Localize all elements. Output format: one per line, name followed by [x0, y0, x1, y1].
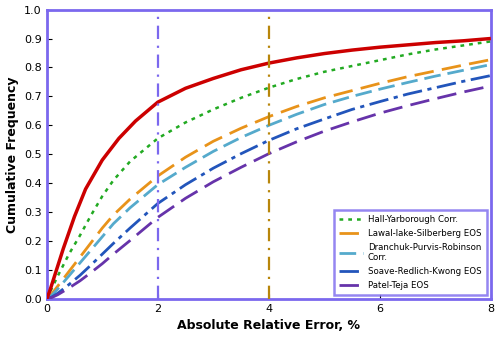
Y-axis label: Cumulative Frequency: Cumulative Frequency [6, 76, 18, 233]
X-axis label: Absolute Relative Error, %: Absolute Relative Error, % [178, 319, 360, 333]
Legend: Hall-Yarborough Corr., Lawal-lake-Silberberg EOS, Dranchuk-Purvis-Robinson
Corr.: Hall-Yarborough Corr., Lawal-lake-Silber… [334, 210, 486, 295]
